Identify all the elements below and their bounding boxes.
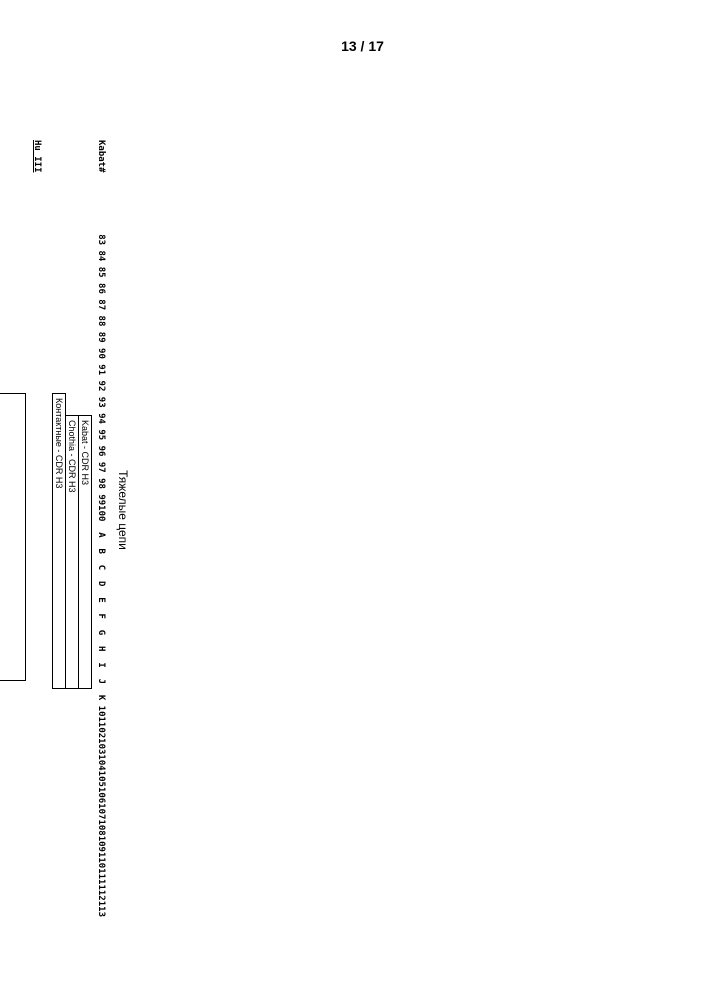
position-numbers: 83 84 85 86 87 88 89 90 91 92 93 94 95 9…: [96, 218, 106, 917]
cdr-region-box: [0, 393, 26, 681]
sequence-alignment-figure: Тяжелые цепи Kabat# 83 84 85 86 87 88 89…: [0, 140, 130, 880]
page-number: 13 / 17: [341, 38, 384, 54]
kabat-label: Kabat#: [94, 140, 106, 218]
position-header: Kabat# 83 84 85 86 87 88 89 90 91 92 93 …: [94, 140, 106, 880]
sequence-block: Консенсусные R A E D T A V Y Y C A R G -…: [0, 140, 26, 880]
hu-iii-label: Hu III: [32, 140, 42, 880]
figure-title: Тяжелые цепи: [116, 140, 130, 880]
cdr-chothia-label: Chothia - CDR H3: [65, 415, 79, 689]
cdr-kabat-label: Kabat - CDR H3: [78, 415, 92, 689]
cdr-label-container: Kabat - CDR H3 Chothia - CDR H3 Контактн…: [50, 140, 92, 880]
cdr-contact-label: Контактные - CDR H3: [52, 393, 66, 689]
